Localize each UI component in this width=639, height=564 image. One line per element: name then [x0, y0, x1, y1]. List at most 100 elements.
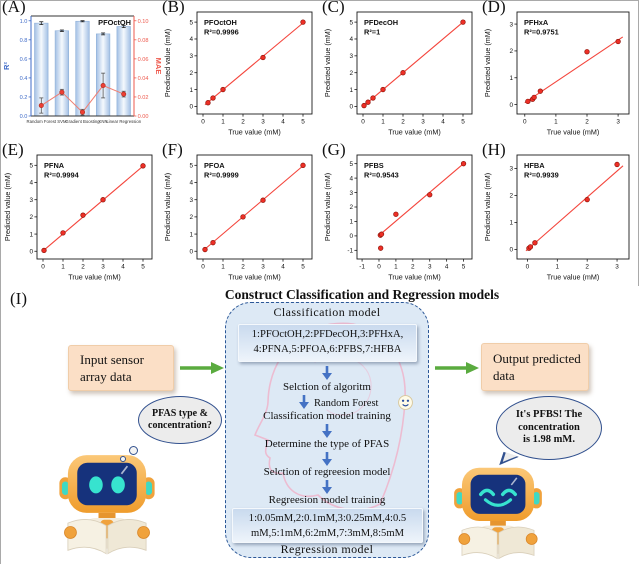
svg-text:PFOctOH: PFOctOH	[204, 18, 237, 27]
svg-text:R²=0.9751: R²=0.9751	[524, 28, 559, 37]
svg-text:0: 0	[349, 104, 353, 111]
svg-text:Predicted value (mM): Predicted value (mM)	[163, 173, 172, 241]
output-predicted-data-box: Output predicted data	[481, 343, 589, 391]
svg-text:5: 5	[141, 264, 145, 271]
svg-text:3: 3	[189, 53, 193, 60]
svg-text:0: 0	[361, 119, 365, 126]
fit-line	[362, 20, 466, 107]
svg-text:0: 0	[349, 233, 353, 240]
svg-text:3: 3	[509, 166, 513, 173]
svg-text:3: 3	[616, 119, 620, 126]
svg-text:3: 3	[101, 264, 105, 271]
regression-model-heading: Regression model	[280, 542, 374, 556]
svg-text:R²=0.9999: R²=0.9999	[204, 171, 239, 180]
svg-text:2: 2	[411, 264, 415, 271]
svg-text:4: 4	[349, 36, 353, 43]
svg-text:KNN: KNN	[99, 119, 108, 124]
classification-model-heading: Classification model	[273, 305, 381, 319]
panel-i-workflow-diagram: (I) Construct Classification and Regress…	[1, 286, 639, 564]
svg-text:5: 5	[461, 119, 465, 126]
svg-text:4: 4	[189, 180, 193, 187]
svg-text:2: 2	[241, 264, 245, 271]
svg-text:1: 1	[349, 219, 353, 226]
svg-text:True value (mM): True value (mM)	[228, 273, 280, 282]
svg-text:-1: -1	[359, 264, 365, 271]
svg-text:1: 1	[221, 264, 225, 271]
svg-text:3: 3	[189, 197, 193, 204]
svg-text:True value (mM): True value (mM)	[388, 273, 440, 282]
svg-text:3: 3	[261, 119, 265, 126]
data-points	[361, 19, 466, 109]
svg-text:Predicted value (mM): Predicted value (mM)	[323, 29, 332, 97]
step-determine-type: Determine the type of PFAS	[264, 438, 390, 450]
svg-text:0.00: 0.00	[138, 114, 149, 120]
flow-arrow-down-icon	[322, 480, 332, 494]
svg-text:True value (mM): True value (mM)	[547, 273, 599, 282]
step-regression-training: Regreesion model training	[268, 494, 386, 506]
svg-text:True value (mM): True value (mM)	[547, 128, 599, 137]
svg-text:PFHxA: PFHxA	[524, 18, 549, 27]
data-points	[377, 161, 467, 251]
panel-letter-g: (G)	[322, 140, 346, 159]
panel-letter-h: (H)	[482, 140, 506, 159]
svg-text:4: 4	[441, 119, 445, 126]
data-points	[525, 38, 621, 105]
svg-text:R²=0.9543: R²=0.9543	[364, 171, 399, 180]
svg-text:0.4: 0.4	[20, 76, 28, 82]
svg-text:Predicted value (mM): Predicted value (mM)	[3, 173, 12, 241]
svg-text:1: 1	[394, 264, 398, 271]
svg-text:2: 2	[585, 119, 589, 126]
svg-text:PFBS: PFBS	[364, 161, 384, 170]
svg-text:3: 3	[509, 21, 513, 28]
flow-arrow-down-icon	[322, 452, 332, 466]
svg-text:0.06: 0.06	[138, 57, 149, 63]
svg-text:3: 3	[349, 190, 353, 197]
svg-text:1.0: 1.0	[20, 19, 28, 25]
svg-text:1: 1	[61, 264, 65, 271]
svg-text:Random Forest: Random Forest	[26, 119, 56, 124]
svg-text:True value (mM): True value (mM)	[68, 273, 120, 282]
svg-text:Linear Regression: Linear Regression	[106, 119, 141, 124]
svg-text:0.08: 0.08	[138, 38, 149, 44]
svg-text:SVM: SVM	[57, 119, 67, 124]
svg-text:PFOctOH: PFOctOH	[98, 18, 131, 27]
data-points	[202, 162, 306, 253]
svg-text:5: 5	[301, 264, 305, 271]
svg-text:5: 5	[189, 19, 193, 26]
svg-text:1: 1	[29, 231, 33, 238]
svg-text:R²=0.9994: R²=0.9994	[44, 171, 80, 180]
input-sensor-data-box: Input sensor array data	[68, 345, 174, 391]
data-points	[41, 163, 146, 254]
svg-text:0: 0	[29, 248, 33, 255]
svg-text:2: 2	[349, 204, 353, 211]
concentration-levels-list-box: 1:0.05mM,2:0.1mM,3:0.25mM,4:0.5 mM,5:1mM…	[232, 508, 423, 543]
flow-arrow-down-icon	[299, 395, 309, 409]
robot-reading-right	[454, 467, 542, 560]
r2-bars	[34, 20, 131, 117]
svg-text:4: 4	[281, 264, 285, 271]
svg-text:5: 5	[189, 163, 193, 170]
step-select-regression-model: Selction of regreesion model	[263, 466, 391, 478]
svg-text:5: 5	[29, 163, 33, 170]
svg-text:2: 2	[189, 70, 193, 77]
data-points	[526, 161, 620, 251]
svg-text:0.0: 0.0	[20, 114, 28, 120]
pfas-classes-list-box: 1:PFOctOH,2:PFDecOH,3:PFHxA, 4:PFNA,5:PF…	[238, 324, 417, 362]
svg-text:1: 1	[349, 87, 353, 94]
arrow-right-icon	[180, 362, 224, 374]
svg-text:2: 2	[189, 214, 193, 221]
thought-bubble: PFAS type & concentration?	[138, 396, 222, 444]
svg-text:Predicted value (mM): Predicted value (mM)	[323, 173, 332, 241]
svg-text:PFNA: PFNA	[44, 161, 65, 170]
fit-line	[525, 165, 624, 252]
panel-letter-e: (E)	[2, 140, 24, 159]
svg-text:Gradient Boosting: Gradient Boosting	[65, 119, 100, 124]
panel-a-model-comparison-bar-chart: (A) 0.0 0.2 0.4 0.6 0.8 1.0 0.00 0.02 0.04 0.06 0.…	[1, 0, 161, 140]
svg-text:PFDecOH: PFDecOH	[364, 18, 398, 27]
panel-h-hfba-scatter: (H) 0 1 2 3 0 1 2 3 HFBA R²=0.9939 True value (mM)…	[481, 140, 638, 285]
